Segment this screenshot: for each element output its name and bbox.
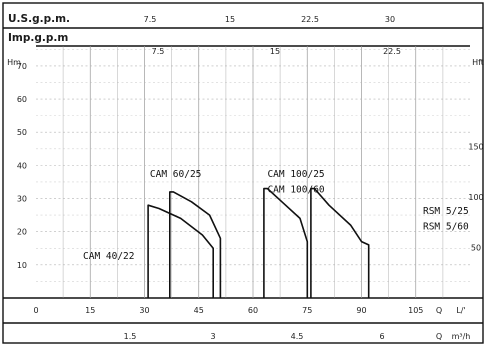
y-left-tick: 50 bbox=[17, 128, 27, 137]
x-secondary-tick: 3 bbox=[210, 332, 215, 341]
x-secondary-unit: m³/h bbox=[452, 332, 471, 341]
x-secondary-tick: 6 bbox=[379, 332, 384, 341]
series-label: CAM 40/22 bbox=[83, 251, 134, 262]
pump-curve bbox=[310, 187, 370, 298]
imp-gpm-title: Imp.g.p.m bbox=[8, 32, 68, 44]
series-label: RSM 5/60 bbox=[423, 222, 469, 233]
x-primary-tick: 60 bbox=[248, 306, 258, 315]
us-gpm-tick: 30 bbox=[385, 15, 395, 24]
y-left-unit: Hm bbox=[7, 58, 21, 67]
series-label: CAM 100/60 bbox=[267, 185, 324, 196]
x-secondary-tick: 1.5 bbox=[124, 332, 137, 341]
series-label: CAM 100/25 bbox=[267, 169, 324, 180]
series-label: RSM 5/25 bbox=[423, 206, 469, 217]
pump-curves bbox=[147, 187, 370, 298]
series-label: CAM 60/25 bbox=[150, 169, 201, 180]
x-primary-q-mark: Q bbox=[436, 306, 442, 315]
chart-frames bbox=[2, 2, 484, 344]
y-left-tick: 60 bbox=[17, 95, 27, 104]
x-secondary-q-mark: Q bbox=[436, 332, 442, 341]
y-right-tick: 150 bbox=[468, 142, 483, 151]
y-left-tick: 20 bbox=[17, 228, 27, 237]
imp-gpm-tick: 22.5 bbox=[383, 47, 401, 56]
y-left-tick: 40 bbox=[17, 161, 27, 170]
x-primary-unit: L/' bbox=[456, 306, 465, 315]
x-primary-tick: 0 bbox=[33, 306, 38, 315]
us-gpm-tick: 7.5 bbox=[144, 15, 157, 24]
x-primary-tick: 90 bbox=[356, 306, 366, 315]
pump-curve bbox=[169, 191, 222, 298]
outer-frame bbox=[2, 2, 484, 344]
us-gpm-tick: 22.5 bbox=[301, 15, 319, 24]
x-primary-tick: 30 bbox=[139, 306, 149, 315]
y-left-tick: 70 bbox=[17, 62, 27, 71]
y-right-tick: 100 bbox=[468, 193, 483, 202]
y-right-tick: 50 bbox=[471, 243, 481, 252]
y-right-unit: Hft bbox=[472, 58, 484, 67]
x-secondary-tick: 4.5 bbox=[291, 332, 304, 341]
x-primary-tick: 15 bbox=[85, 306, 95, 315]
us-gpm-tick: 15 bbox=[225, 15, 235, 24]
chart-grid bbox=[36, 46, 470, 298]
x-primary-tick: 105 bbox=[408, 306, 423, 315]
us-gpm-title: U.S.g.p.m. bbox=[8, 13, 70, 25]
y-left-tick: 10 bbox=[17, 261, 27, 270]
pump-curve bbox=[263, 187, 309, 298]
pump-curve bbox=[147, 204, 214, 298]
imp-gpm-tick: 7.5 bbox=[152, 47, 165, 56]
x-primary-tick: 75 bbox=[302, 306, 312, 315]
imp-gpm-tick: 15 bbox=[270, 47, 280, 56]
x-primary-tick: 45 bbox=[194, 306, 204, 315]
y-left-tick: 30 bbox=[17, 195, 27, 204]
